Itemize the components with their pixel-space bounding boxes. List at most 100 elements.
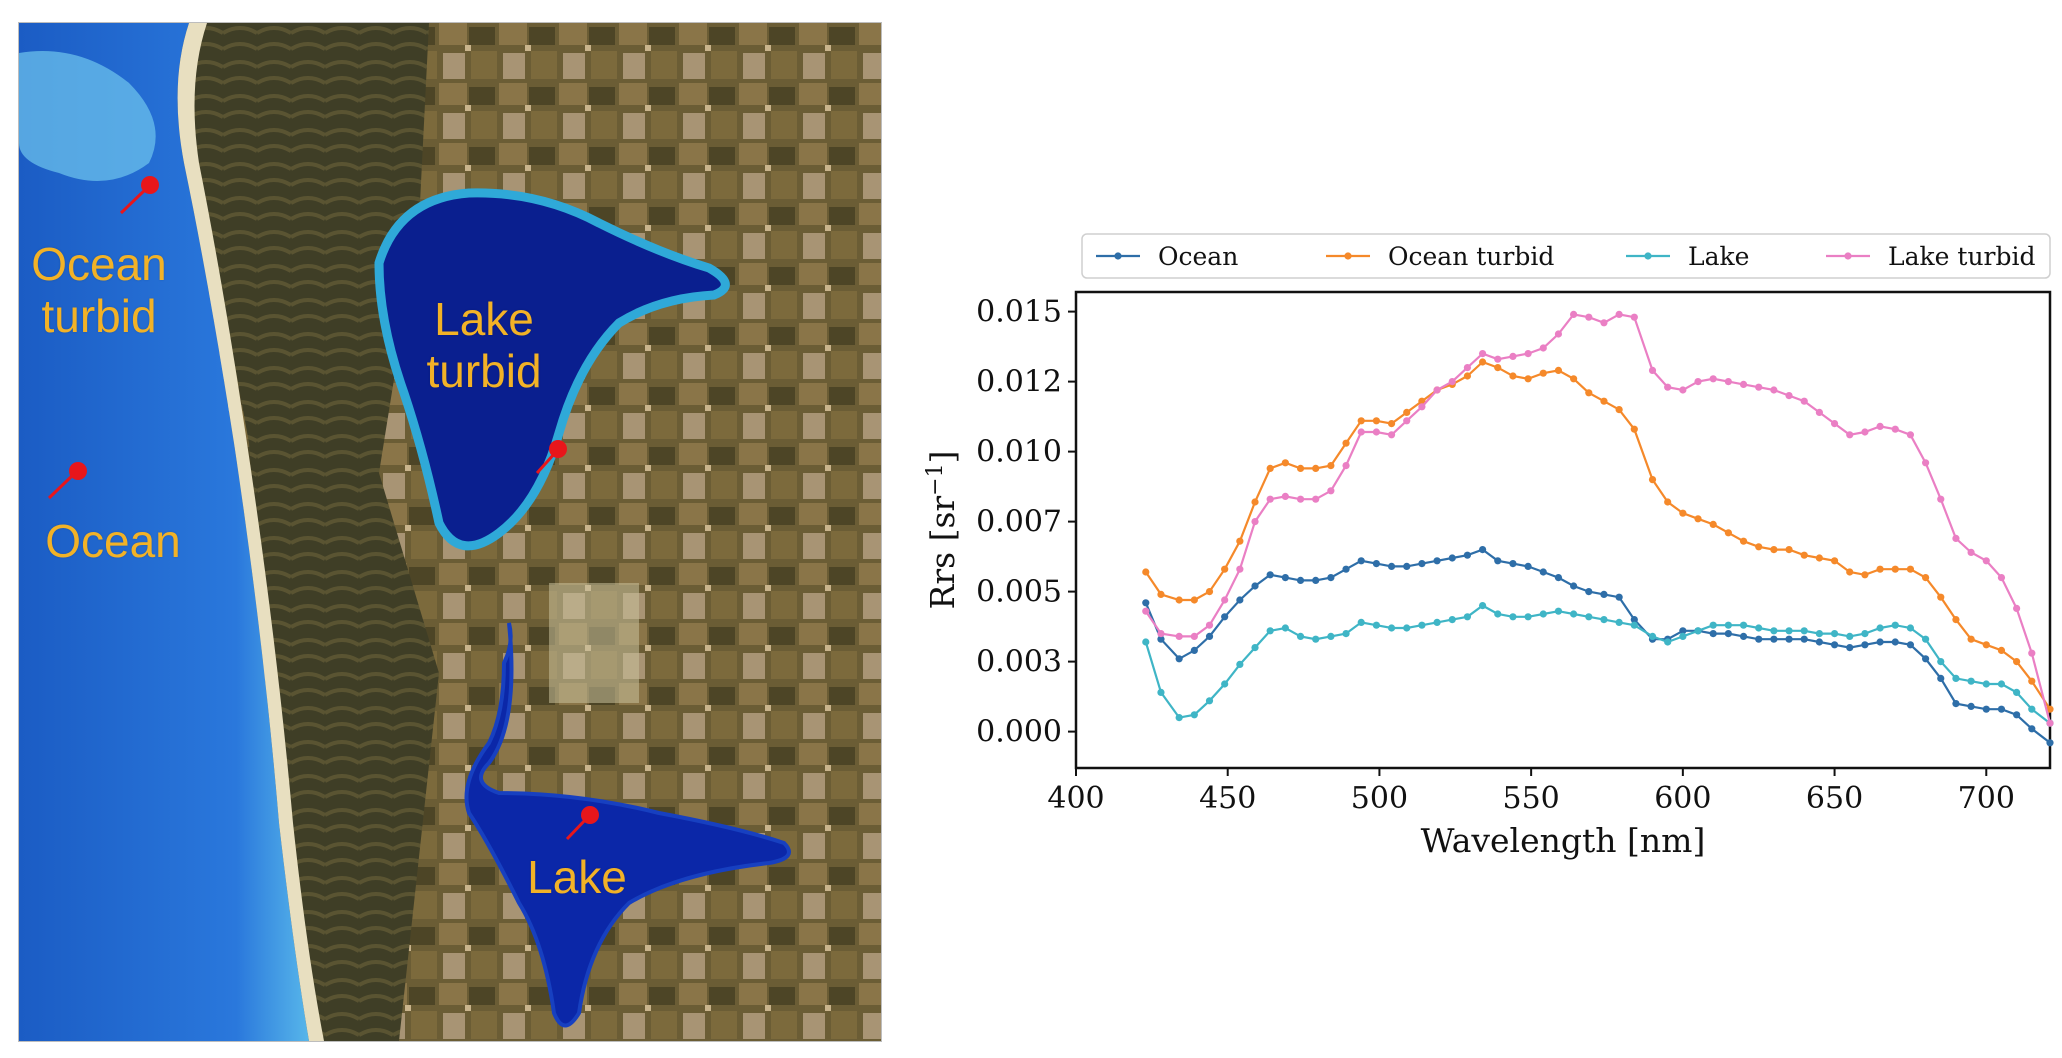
legend-marker-lake: [1644, 252, 1652, 260]
data-point-lake-turbid: [1846, 431, 1854, 439]
y-tick-label: 0.012: [976, 365, 1062, 400]
data-point-lake-turbid: [1630, 313, 1638, 321]
label-ocean-turbid: Ocean turbid: [19, 238, 179, 342]
data-point-ocean-turbid: [1694, 515, 1702, 523]
data-point-ocean: [1221, 613, 1229, 621]
data-point-lake-turbid: [1281, 492, 1289, 500]
data-point-lake-turbid: [1372, 428, 1380, 436]
data-point-lake: [1372, 621, 1380, 629]
data-point-ocean-turbid: [1800, 551, 1808, 559]
x-tick-label: 600: [1654, 781, 1711, 816]
data-point-ocean-turbid: [1142, 568, 1150, 576]
data-point-ocean-turbid: [1478, 358, 1487, 366]
data-point-lake-turbid: [1830, 420, 1839, 428]
data-point-ocean-turbid: [1664, 498, 1672, 506]
coastal-dune-forest: [169, 23, 439, 1041]
data-point-lake: [1648, 632, 1657, 640]
data-point-lake: [1952, 674, 1960, 682]
data-point-ocean-turbid: [1739, 537, 1748, 545]
data-point-lake-turbid: [1800, 397, 1808, 405]
data-point-ocean: [1815, 638, 1823, 646]
data-point-ocean-turbid: [1982, 641, 1990, 649]
series-layer: [1142, 310, 2054, 747]
data-point-ocean: [1478, 546, 1487, 554]
data-point-ocean: [1296, 576, 1305, 584]
data-point-ocean-turbid: [1509, 372, 1517, 380]
data-point-lake-turbid: [1982, 557, 1990, 565]
data-point-ocean-turbid: [1403, 408, 1411, 416]
data-point-lake-turbid: [1770, 386, 1778, 394]
data-point-ocean-turbid: [1418, 397, 1426, 405]
data-point-lake: [1190, 711, 1198, 719]
data-point-lake-turbid: [1694, 378, 1702, 386]
data-point-ocean-turbid: [1312, 464, 1320, 472]
data-point-ocean-turbid: [1205, 588, 1214, 596]
data-point-ocean: [1403, 562, 1411, 570]
data-point-ocean: [1921, 655, 1930, 663]
data-point-ocean-turbid: [1296, 464, 1305, 472]
legend-label-ocean: Ocean: [1158, 242, 1238, 271]
data-point-ocean: [1157, 635, 1165, 643]
town-area: [549, 583, 639, 703]
lake-water: [464, 622, 791, 1028]
data-point-lake-turbid: [1296, 495, 1305, 503]
data-point-lake: [1876, 624, 1884, 632]
data-point-ocean-turbid: [1175, 596, 1183, 604]
data-point-lake: [1739, 621, 1748, 629]
data-point-lake: [1664, 638, 1672, 646]
data-point-ocean: [1906, 641, 1915, 649]
marker-lake: [565, 806, 599, 841]
legend-marker-ocean-turbid: [1344, 252, 1352, 260]
data-point-ocean-turbid: [1815, 554, 1823, 562]
data-point-ocean: [1830, 641, 1839, 649]
data-point-lake: [1755, 624, 1763, 632]
series-line-lake-turbid: [1144, 313, 2052, 724]
data-point-lake: [1342, 630, 1350, 638]
data-point-ocean: [1142, 599, 1150, 607]
data-point-lake: [1815, 630, 1823, 638]
ocean-area: [19, 23, 309, 1041]
data-point-ocean: [1494, 557, 1502, 565]
label-lake-turbid: Lake turbid: [409, 293, 559, 397]
data-point-ocean: [1846, 644, 1854, 652]
legend-box: [1081, 233, 2051, 279]
data-point-ocean: [1709, 630, 1717, 638]
data-point-lake-turbid: [1524, 350, 1532, 358]
data-point-lake-turbid: [1679, 386, 1687, 394]
data-point-lake-turbid: [1891, 425, 1899, 433]
data-point-ocean-turbid: [1372, 417, 1380, 425]
data-point-lake: [1418, 621, 1426, 629]
marker-ocean-turbid: [119, 176, 159, 215]
data-point-ocean-turbid: [1585, 389, 1593, 397]
data-point-lake-turbid: [1175, 632, 1183, 640]
data-point-ocean: [2013, 711, 2021, 719]
data-point-lake-turbid: [2046, 719, 2054, 727]
data-point-lake: [1236, 660, 1244, 668]
data-point-ocean: [1236, 596, 1244, 604]
series-line-ocean-turbid: [1144, 360, 2051, 710]
data-point-lake: [1266, 627, 1274, 635]
data-point-ocean: [1876, 638, 1884, 646]
data-point-ocean: [1205, 632, 1214, 640]
data-point-lake-turbid: [1357, 428, 1365, 436]
data-point-lake-turbid: [1403, 417, 1411, 425]
data-point-ocean: [1524, 562, 1532, 570]
data-point-ocean: [1463, 551, 1472, 559]
data-point-ocean-turbid: [1967, 635, 1975, 643]
series-line-lake: [1144, 604, 2051, 725]
data-point-lake: [1694, 627, 1702, 635]
data-point-ocean: [1615, 593, 1623, 601]
y-tick-label: 0.000: [976, 715, 1062, 750]
data-point-lake-turbid: [1157, 630, 1165, 638]
series-line-ocean: [1144, 548, 2051, 744]
data-point-ocean-turbid: [1615, 406, 1623, 414]
data-point-ocean: [1679, 627, 1687, 635]
satellite-map: Ocean turbid Ocean Lake turbid Lake: [18, 22, 882, 1042]
data-point-lake: [1600, 616, 1608, 624]
y-tick-label: 0.003: [976, 645, 1062, 680]
data-point-ocean-turbid: [1846, 568, 1854, 576]
data-point-ocean-turbid: [1755, 543, 1763, 551]
data-point-lake: [1770, 627, 1778, 635]
data-point-lake: [1448, 616, 1456, 624]
data-point-lake: [1967, 677, 1975, 685]
